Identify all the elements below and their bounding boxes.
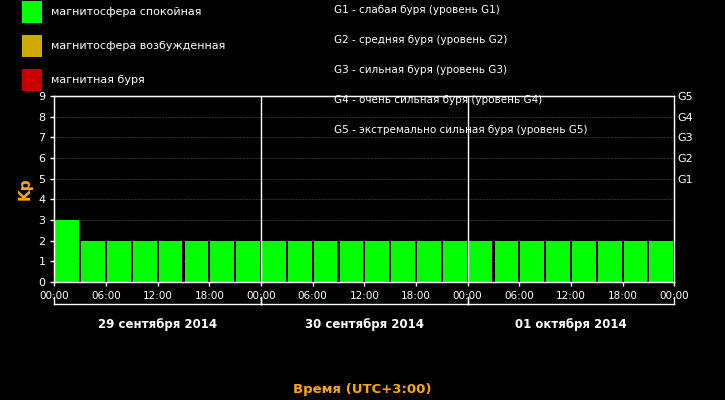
Text: G3 - сильная буря (уровень G3): G3 - сильная буря (уровень G3) xyxy=(334,65,507,75)
Text: магнитная буря: магнитная буря xyxy=(51,75,144,85)
Bar xyxy=(365,241,389,282)
Text: G2 - средняя буря (уровень G2): G2 - средняя буря (уровень G2) xyxy=(334,35,507,45)
Text: 01 октября 2014: 01 октября 2014 xyxy=(515,318,627,331)
Bar xyxy=(133,241,157,282)
Text: G5 - экстремально сильная буря (уровень G5): G5 - экстремально сильная буря (уровень … xyxy=(334,125,587,135)
Text: Время (UTC+3:00): Время (UTC+3:00) xyxy=(293,383,432,396)
Text: G1 - слабая буря (уровень G1): G1 - слабая буря (уровень G1) xyxy=(334,5,500,15)
Bar xyxy=(417,241,441,282)
Bar xyxy=(443,241,467,282)
Bar xyxy=(598,241,621,282)
Bar xyxy=(675,241,699,282)
Bar xyxy=(55,220,79,282)
Bar xyxy=(339,241,363,282)
Bar xyxy=(650,241,674,282)
Bar xyxy=(624,241,647,282)
Bar xyxy=(572,241,596,282)
Bar xyxy=(262,241,286,282)
Bar xyxy=(521,241,544,282)
Bar xyxy=(81,241,105,282)
Bar xyxy=(185,241,208,282)
Bar xyxy=(107,241,130,282)
Bar xyxy=(236,241,260,282)
Bar xyxy=(288,241,312,282)
Bar xyxy=(494,241,518,282)
Text: магнитосфера спокойная: магнитосфера спокойная xyxy=(51,7,202,17)
Text: G4 - очень сильная буря (уровень G4): G4 - очень сильная буря (уровень G4) xyxy=(334,95,542,105)
Text: 29 сентября 2014: 29 сентября 2014 xyxy=(98,318,218,331)
Text: магнитосфера возбужденная: магнитосфера возбужденная xyxy=(51,41,225,51)
Bar xyxy=(468,241,492,282)
Bar xyxy=(314,241,337,282)
Text: 30 сентября 2014: 30 сентября 2014 xyxy=(304,318,424,331)
Bar xyxy=(546,241,570,282)
Y-axis label: Kp: Kp xyxy=(17,178,33,200)
Bar xyxy=(392,241,415,282)
Bar xyxy=(159,241,183,282)
Bar xyxy=(210,241,234,282)
